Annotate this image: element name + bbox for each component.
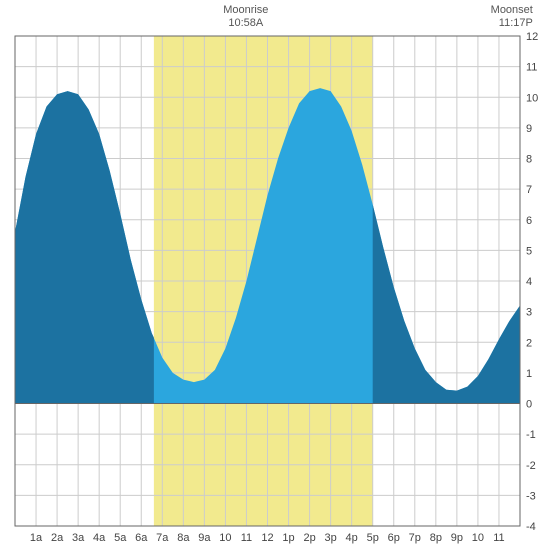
y-tick-label: 6 [526, 215, 532, 227]
x-tick-label: 6p [388, 532, 400, 544]
y-tick-label: 11 [526, 62, 537, 74]
x-axis: 1a 2a 3a 4a 5a 6a 7a 8a 9a 10 11 12 1p 2p 3p 4p 5p 6p 7p 8p… [30, 532, 505, 544]
x-tick-label: 10 [219, 532, 231, 544]
moonrise-label: Moonrise 10:58A [206, 4, 286, 30]
x-tick-label: 8a [177, 532, 190, 544]
x-tick-label: 11 [241, 532, 252, 544]
x-tick-label: 9a [198, 532, 211, 544]
x-tick-label: 5p [367, 532, 379, 544]
tide-chart: Moonrise 10:58A Moonset 11:17P -4-3-2-10… [0, 0, 550, 550]
y-tick-label: 5 [526, 245, 532, 257]
x-tick-label: 2p [303, 532, 315, 544]
x-tick-label: 1a [30, 532, 43, 544]
x-tick-label: 10 [472, 532, 484, 544]
moonrise-time: 10:58A [206, 17, 286, 30]
y-tick-label: -2 [526, 460, 536, 472]
moonrise-title: Moonrise [206, 4, 286, 17]
y-tick-label: 1 [526, 368, 532, 380]
moonset-label: Moonset 11:17P [473, 4, 533, 30]
x-tick-label: 11 [493, 532, 504, 544]
x-tick-label: 7p [409, 532, 421, 544]
y-tick-label: 2 [526, 337, 532, 349]
x-tick-label: 2a [51, 532, 64, 544]
x-tick-label: 5a [114, 532, 127, 544]
y-tick-label: 3 [526, 307, 532, 319]
chart-svg: -4-3-2-101234567891011121a2a3a4a5a6a7a8a… [0, 0, 550, 550]
x-tick-label: 4p [346, 532, 358, 544]
y-tick-label: -4 [526, 521, 536, 533]
x-tick-label: 3a [72, 532, 85, 544]
moonset-time: 11:17P [473, 17, 533, 30]
y-tick-label: 4 [526, 276, 532, 288]
y-tick-label: 10 [526, 92, 538, 104]
x-tick-label: 12 [261, 532, 273, 544]
y-tick-label: 7 [526, 184, 532, 196]
x-tick-label: 4a [93, 532, 106, 544]
x-tick-label: 6a [135, 532, 148, 544]
x-tick-label: 3p [325, 532, 337, 544]
x-tick-label: 7a [156, 532, 169, 544]
moonset-title: Moonset [473, 4, 533, 17]
header-labels: Moonrise 10:58A Moonset 11:17P [0, 0, 550, 34]
x-tick-label: 8p [430, 532, 442, 544]
x-tick-label: 1p [282, 532, 294, 544]
x-tick-label: 9p [451, 532, 463, 544]
y-tick-label: -1 [526, 429, 536, 441]
y-tick-label: -3 [526, 490, 536, 502]
y-tick-label: 8 [526, 154, 532, 166]
y-tick-label: 0 [526, 399, 532, 411]
y-tick-label: 9 [526, 123, 532, 135]
